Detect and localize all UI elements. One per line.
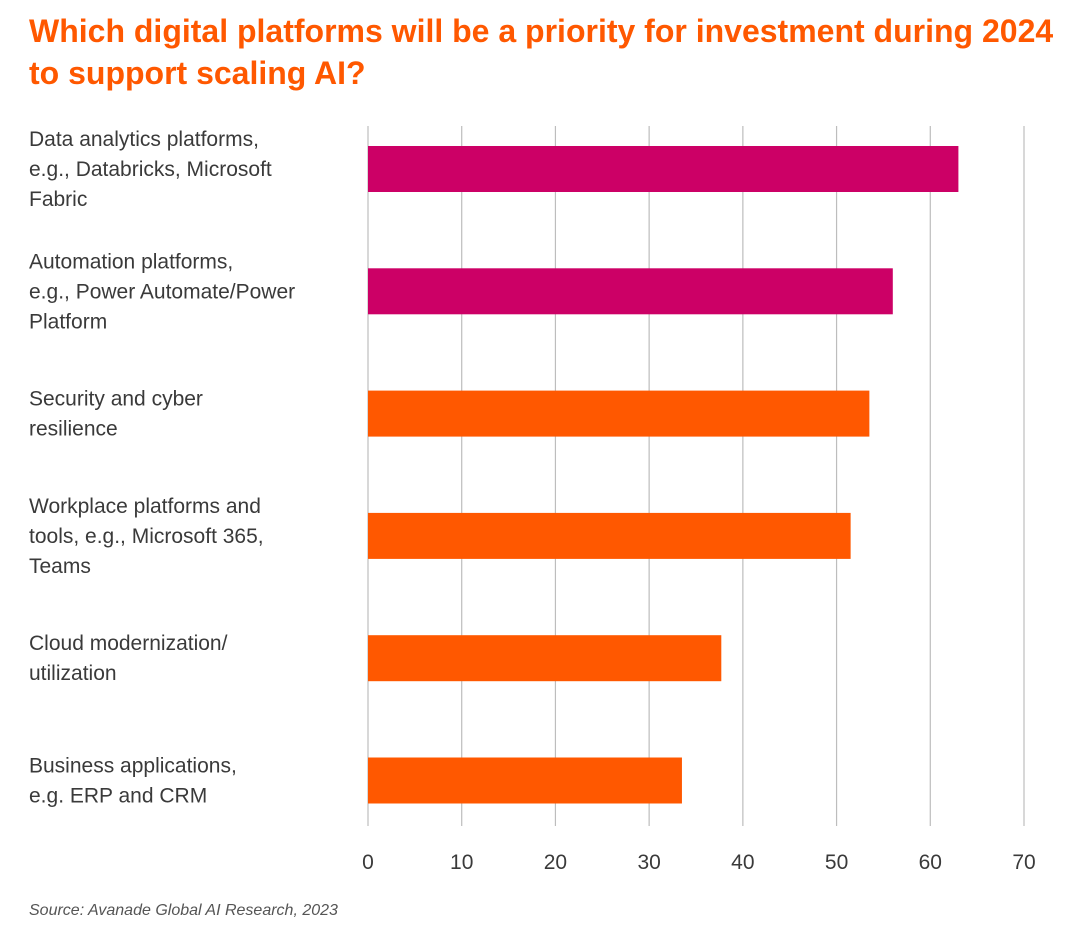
category-label-line: e.g. ERP and CRM (29, 785, 207, 808)
category-label-line: Data analytics platforms, (29, 128, 259, 151)
category-label-line: resilience (29, 418, 118, 441)
bars (368, 146, 959, 804)
x-tick-label: 10 (450, 851, 473, 874)
bar (368, 146, 959, 192)
x-tick-label: 40 (731, 851, 754, 874)
category-label-line: Cloud modernization/ (29, 632, 228, 655)
x-tick-label: 30 (637, 851, 660, 874)
bar (368, 390, 870, 437)
x-tick-label: 70 (1012, 851, 1035, 874)
category-label-line: utilization (29, 662, 117, 685)
category-label-line: e.g., Power Automate/Power (29, 280, 295, 303)
gridlines (367, 126, 1025, 826)
category-labels: Data analytics platforms, e.g., Databrick… (29, 128, 295, 808)
category-label-line: Teams (29, 555, 91, 578)
category-label-line: Workplace platforms and (29, 495, 261, 518)
category-label: Cloud modernization/utilization (29, 632, 228, 685)
x-tick-label: 60 (919, 851, 942, 874)
category-label-line: Platform (29, 310, 107, 333)
category-label: Security and cyber resilience (29, 388, 203, 441)
bar (368, 512, 851, 559)
source-note: Source: Avanade Global AI Research, 2023 (29, 902, 338, 919)
x-tick-label: 20 (544, 851, 567, 874)
category-label: Data analytics platforms, e.g., Databrick… (29, 128, 272, 211)
category-label-line: Business applications, (29, 755, 237, 778)
category-label-line: e.g., Databricks, Microsoft (29, 158, 272, 181)
bar (368, 268, 893, 315)
x-axis-ticks: 0 10 20 30 40 50 60 70 (362, 851, 1036, 874)
category-label-line: Automation platforms, (29, 250, 233, 273)
bar (368, 635, 722, 682)
x-tick-label: 50 (825, 851, 848, 874)
category-label-line: Fabric (29, 188, 87, 211)
category-label: Workplace platforms and tools, e.g., Micr… (29, 495, 264, 578)
x-tick-label: 0 (362, 851, 374, 874)
category-label: Business applications, e.g. ERP and CRM (29, 755, 237, 808)
bar (368, 757, 682, 804)
category-label-line: Security and cyber (29, 388, 203, 411)
chart-title: Which digital platforms will be a priori… (29, 13, 1054, 91)
category-label: Automation platforms, e.g., Power Automat… (29, 250, 295, 333)
category-label-line: tools, e.g., Microsoft 365, (29, 525, 264, 548)
